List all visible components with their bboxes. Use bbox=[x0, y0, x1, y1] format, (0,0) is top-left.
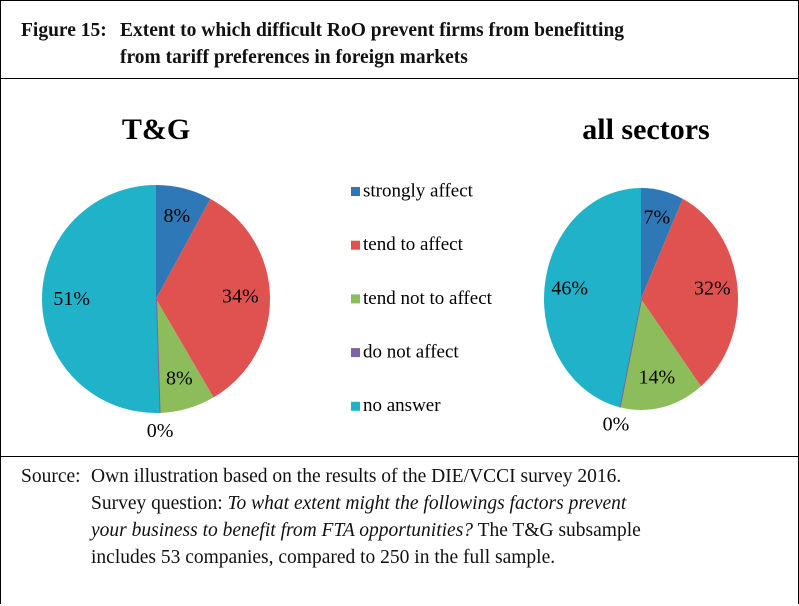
pie-title: all sectors bbox=[582, 113, 709, 146]
pie-slice bbox=[156, 198, 271, 398]
data-label: 7% bbox=[643, 206, 670, 228]
source-text: your business to benefit from FTA opport… bbox=[91, 520, 474, 541]
source-text: To what extent might the followings fact… bbox=[227, 493, 627, 514]
source-line: includes 53 companies, compared to 250 i… bbox=[91, 547, 555, 569]
data-label: 8% bbox=[166, 368, 193, 390]
legend-label: do not affect bbox=[363, 341, 459, 362]
pie-title: T&G bbox=[122, 113, 190, 146]
source-line: Own illustration based on the results of… bbox=[91, 466, 621, 488]
data-label: 0% bbox=[147, 420, 174, 442]
source-line: your business to benefit from FTA opport… bbox=[91, 520, 641, 542]
title-line: Extent to which difficult RoO prevent fi… bbox=[120, 20, 625, 41]
legend-label: tend to affect bbox=[363, 234, 464, 255]
title-line: from tariff preferences in foreign marke… bbox=[120, 47, 468, 68]
pie-slice bbox=[618, 298, 642, 408]
pie-slice bbox=[156, 299, 214, 413]
data-label: 51% bbox=[53, 288, 90, 310]
pie-slice bbox=[42, 185, 160, 413]
data-label: 46% bbox=[551, 277, 588, 299]
legend-label: tend not to affect bbox=[363, 288, 493, 309]
source-text: Own illustration based on the results of… bbox=[91, 466, 622, 487]
pie-slice bbox=[156, 185, 211, 299]
pie-slice bbox=[619, 299, 701, 410]
pie-slice bbox=[641, 198, 739, 387]
legend-swatch bbox=[351, 240, 360, 250]
source-box: Source: Own illustration based on the re… bbox=[1, 456, 798, 606]
legend-swatch bbox=[351, 187, 360, 196]
chart: T&G 8% 34% 8% 0% 51% all sectors 7% 32% 14% 0% 46% s… bbox=[42, 113, 739, 442]
data-label: 32% bbox=[694, 277, 731, 299]
source-line: Survey question: To what extent might th… bbox=[91, 493, 626, 515]
legend-swatch bbox=[351, 348, 360, 358]
title-box: Figure 15: Extent to which difficult RoO… bbox=[1, 1, 798, 79]
legend-label: strongly affect bbox=[363, 180, 474, 201]
source-label: Source: bbox=[21, 466, 81, 487]
pie-slice bbox=[544, 188, 641, 408]
source-text: Survey question: bbox=[91, 493, 228, 514]
source-text: The T&G subsample bbox=[473, 520, 641, 541]
figure-label: Figure 15: bbox=[21, 20, 107, 41]
pie-slice bbox=[641, 188, 683, 299]
data-label: 8% bbox=[163, 205, 190, 227]
source-text: includes 53 companies, compared to 250 i… bbox=[91, 547, 556, 568]
legend-swatch bbox=[351, 294, 360, 304]
data-label: 34% bbox=[222, 285, 259, 307]
data-label: 0% bbox=[603, 413, 630, 435]
legend-swatch bbox=[351, 401, 360, 411]
legend-label: no answer bbox=[363, 395, 441, 416]
data-label: 14% bbox=[638, 367, 675, 389]
